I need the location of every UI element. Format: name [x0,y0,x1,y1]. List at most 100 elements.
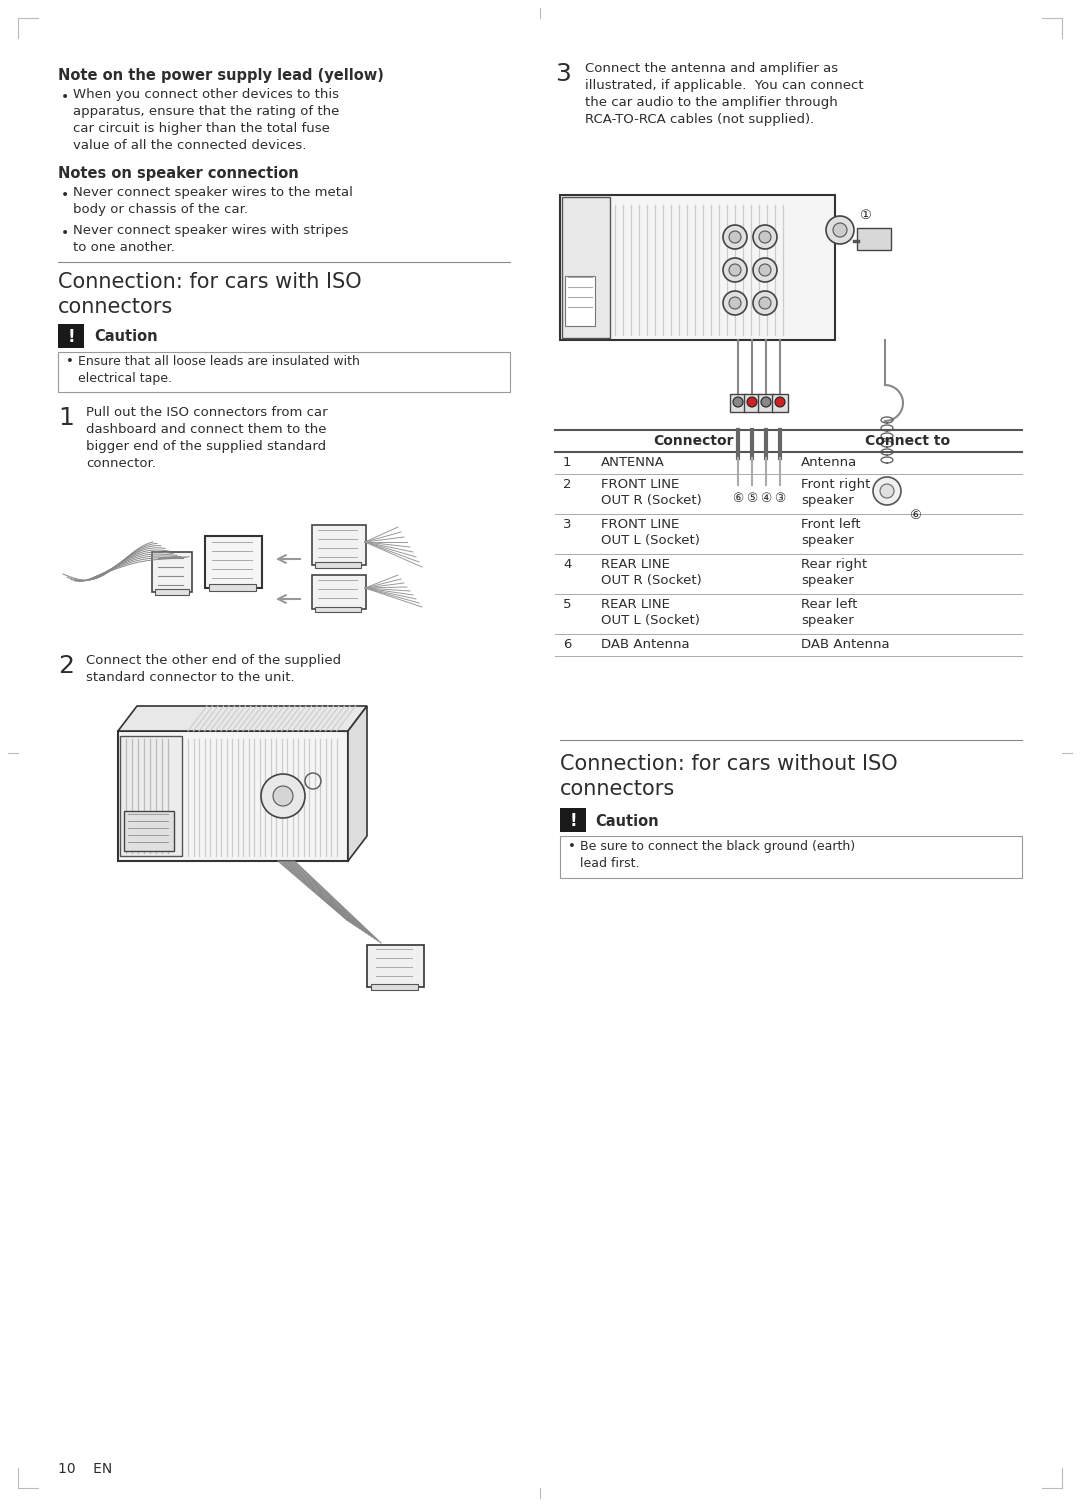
Text: Front left
speaker: Front left speaker [801,518,861,547]
Bar [120,736,183,855]
Text: Rear left
speaker: Rear left speaker [801,598,858,626]
Bar [118,730,348,861]
FancyBboxPatch shape [372,983,418,989]
FancyBboxPatch shape [312,575,366,608]
Text: Front right
speaker: Front right speaker [801,477,870,508]
Text: 10    EN: 10 EN [58,1462,112,1476]
Circle shape [273,786,293,806]
Text: Caution: Caution [595,813,659,828]
Circle shape [833,223,847,236]
Circle shape [759,230,771,242]
Circle shape [761,398,771,407]
Text: Ensure that all loose leads are insulated with
electrical tape.: Ensure that all loose leads are insulate… [78,355,360,386]
Text: ④: ④ [760,491,771,505]
Circle shape [723,258,747,282]
FancyBboxPatch shape [367,944,424,986]
FancyBboxPatch shape [156,589,189,595]
Circle shape [775,398,785,407]
Circle shape [753,291,777,315]
Circle shape [261,774,305,818]
Text: Connect the antenna and amplifier as
illustrated, if applicable.  You can connec: Connect the antenna and amplifier as ill… [585,62,864,127]
FancyBboxPatch shape [744,395,760,413]
Polygon shape [118,706,367,730]
Text: !: ! [569,812,577,830]
Text: Be sure to connect the black ground (earth)
lead first.: Be sure to connect the black ground (ear… [580,840,855,870]
FancyBboxPatch shape [210,584,256,590]
Text: Notes on speaker connection: Notes on speaker connection [58,166,299,181]
Text: !: ! [67,328,75,346]
FancyBboxPatch shape [730,395,746,413]
Circle shape [729,297,741,309]
Text: •: • [568,840,576,852]
Text: 6: 6 [563,639,571,651]
Circle shape [729,264,741,276]
Text: FRONT LINE
OUT R (Socket): FRONT LINE OUT R (Socket) [600,477,702,508]
Bar [58,324,84,348]
Text: Connection: for cars without ISO
connectors: Connection: for cars without ISO connect… [561,755,897,798]
Text: 5: 5 [563,598,571,611]
Text: 3: 3 [563,518,571,532]
Text: •: • [60,188,69,202]
Text: DAB Antenna: DAB Antenna [600,639,690,651]
Text: REAR LINE
OUT L (Socket): REAR LINE OUT L (Socket) [600,598,700,626]
Text: 2: 2 [563,477,571,491]
FancyBboxPatch shape [858,227,891,250]
Bar [561,809,586,831]
Text: Connection: for cars with ISO
connectors: Connection: for cars with ISO connectors [58,273,362,316]
Bar [565,276,595,325]
Circle shape [733,398,743,407]
FancyBboxPatch shape [315,607,361,611]
Text: 3: 3 [555,62,571,86]
Text: Connect to: Connect to [865,434,950,447]
Text: ①: ① [859,208,870,221]
Circle shape [759,297,771,309]
FancyBboxPatch shape [772,395,788,413]
Circle shape [729,230,741,242]
Text: Rear right
speaker: Rear right speaker [801,559,867,587]
Text: When you connect other devices to this
apparatus, ensure that the rating of the
: When you connect other devices to this a… [73,87,339,152]
Bar [58,352,510,392]
Text: Never connect speaker wires with stripes
to one another.: Never connect speaker wires with stripes… [73,224,349,255]
Text: Note on the power supply lead (yellow): Note on the power supply lead (yellow) [58,68,383,83]
Text: ⑤: ⑤ [746,491,758,505]
Text: ⑥: ⑥ [909,509,921,521]
Circle shape [723,224,747,248]
Circle shape [826,215,854,244]
Text: ③: ③ [774,491,785,505]
Circle shape [747,398,757,407]
Text: Connector: Connector [652,434,733,447]
Text: FRONT LINE
OUT L (Socket): FRONT LINE OUT L (Socket) [600,518,700,547]
Bar [561,194,835,340]
Text: 1: 1 [563,456,571,468]
Text: ⑥: ⑥ [732,491,744,505]
Bar [562,197,610,337]
Text: •: • [66,355,73,367]
FancyBboxPatch shape [205,536,262,587]
Text: Connect the other end of the supplied
standard connector to the unit.: Connect the other end of the supplied st… [86,654,341,684]
Text: •: • [60,226,69,239]
Text: Caution: Caution [94,328,158,343]
Circle shape [753,224,777,248]
FancyBboxPatch shape [315,562,361,568]
Text: 4: 4 [563,559,571,571]
Circle shape [723,291,747,315]
Bar [124,812,174,851]
Text: •: • [60,90,69,104]
Text: DAB Antenna: DAB Antenna [801,639,890,651]
Text: 1: 1 [58,407,73,431]
Circle shape [880,483,894,498]
Text: REAR LINE
OUT R (Socket): REAR LINE OUT R (Socket) [600,559,702,587]
Text: ANTENNA: ANTENNA [600,456,665,468]
Text: 2: 2 [58,654,75,678]
FancyBboxPatch shape [312,526,366,565]
Polygon shape [348,706,367,861]
FancyBboxPatch shape [758,395,774,413]
Circle shape [753,258,777,282]
Bar [561,836,1022,878]
Text: Never connect speaker wires to the metal
body or chassis of the car.: Never connect speaker wires to the metal… [73,187,353,215]
Circle shape [759,264,771,276]
Text: Pull out the ISO connectors from car
dashboard and connect them to the
bigger en: Pull out the ISO connectors from car das… [86,407,327,470]
FancyBboxPatch shape [152,553,192,592]
Text: Antenna: Antenna [801,456,858,468]
Circle shape [873,477,901,505]
